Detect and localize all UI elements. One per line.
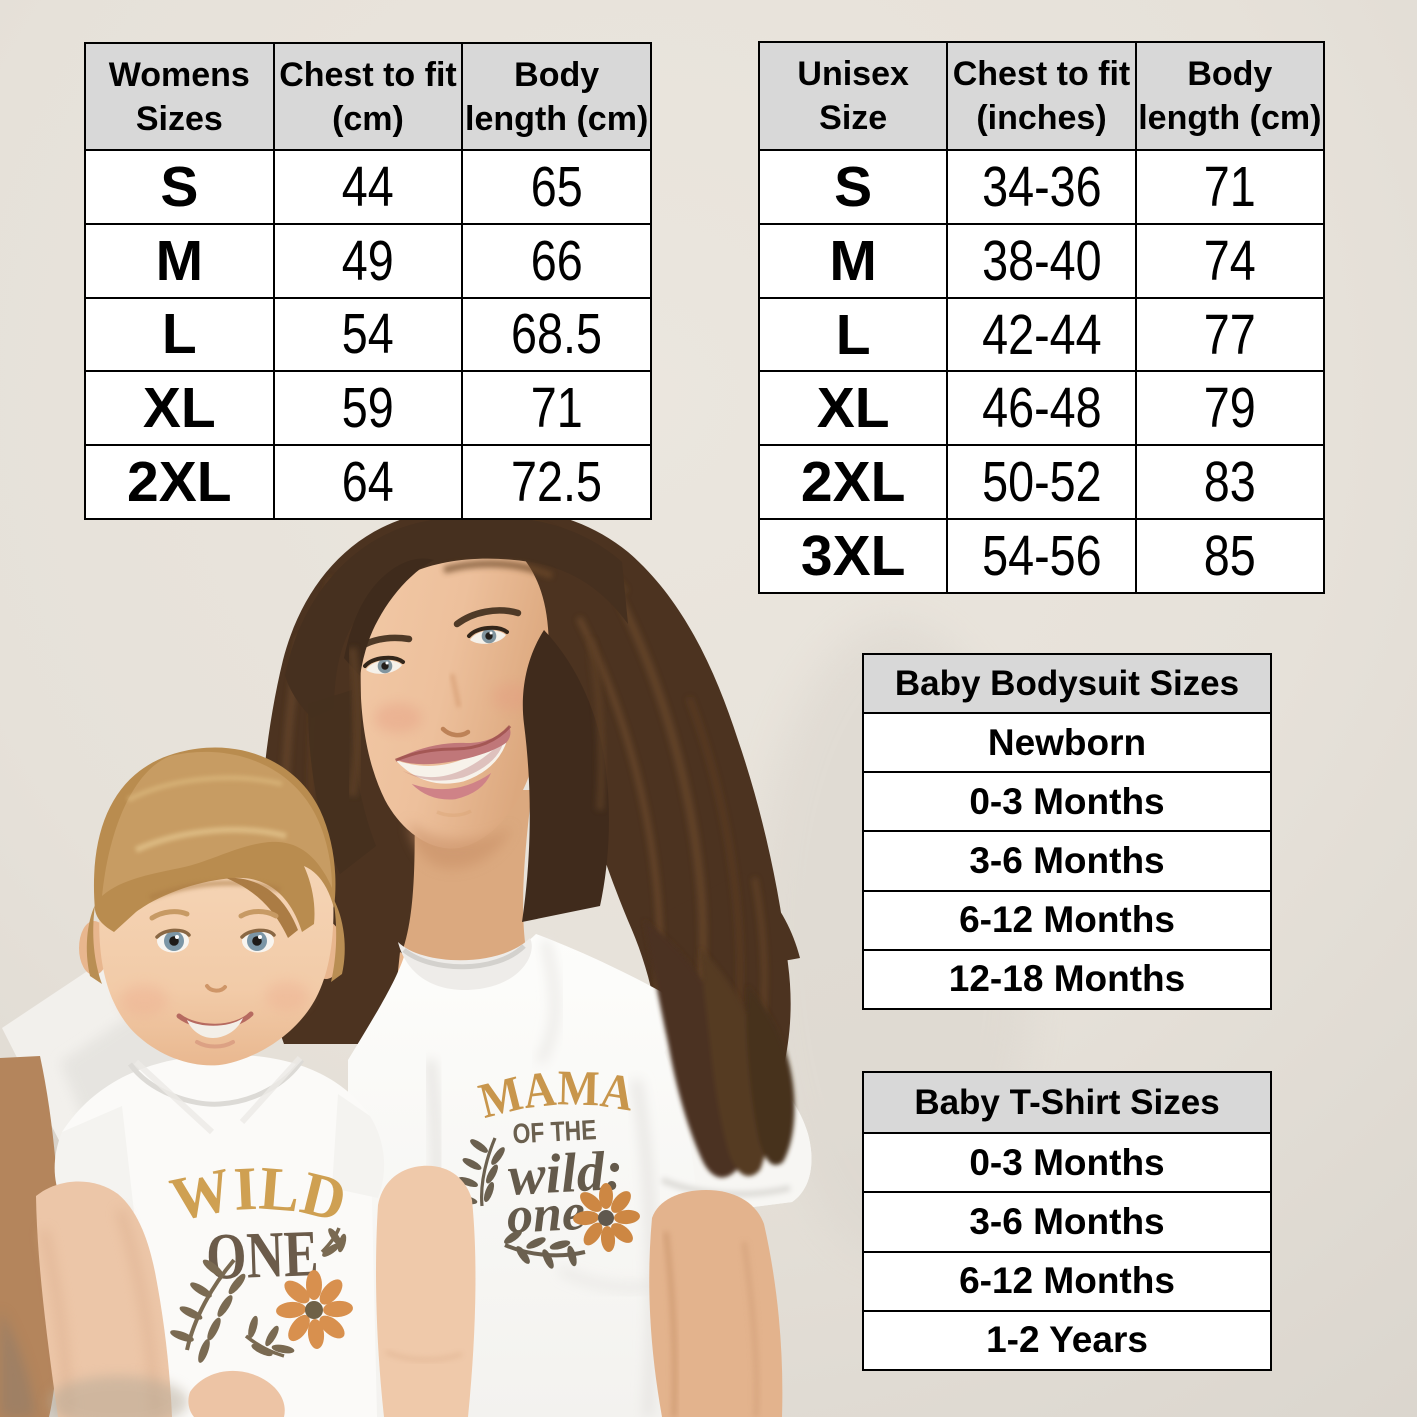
svg-text:ONE: ONE — [205, 1217, 319, 1294]
svg-text:OF THE: OF THE — [512, 1114, 598, 1149]
